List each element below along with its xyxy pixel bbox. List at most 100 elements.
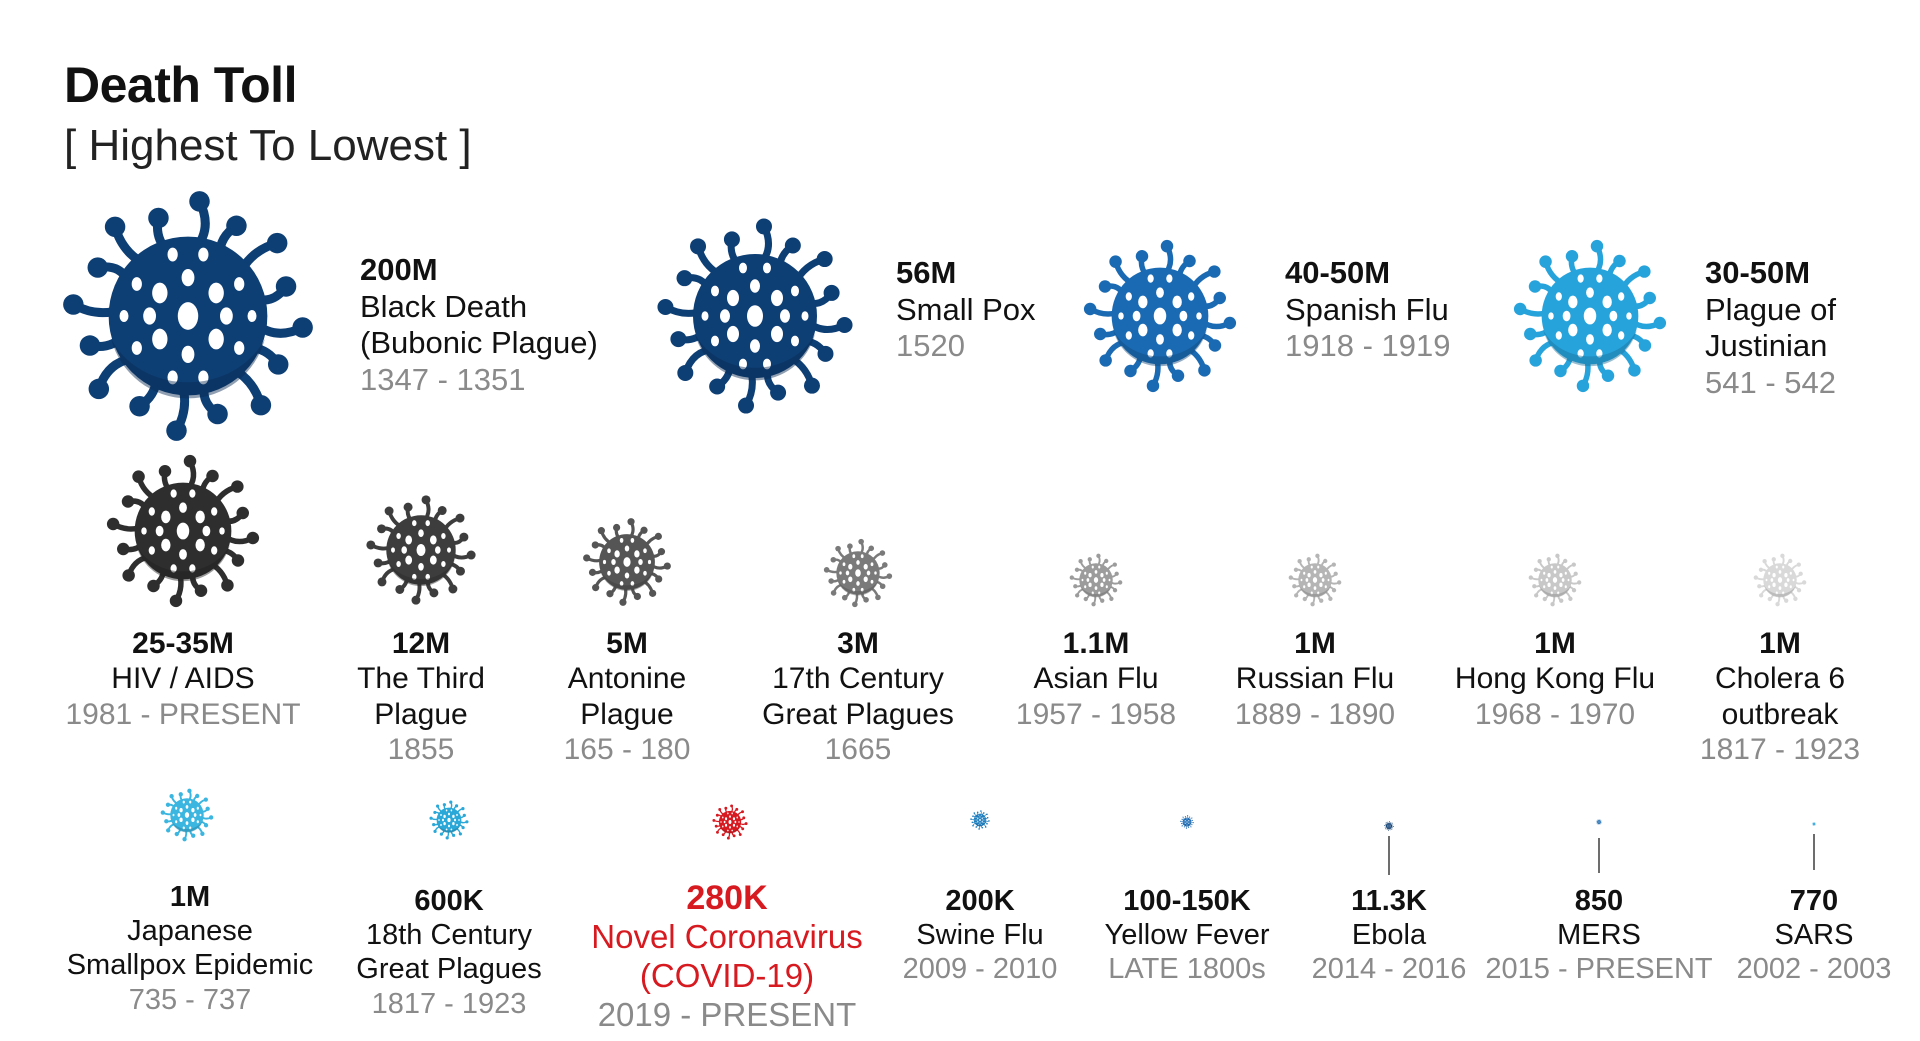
death-toll-value: 5M — [606, 627, 648, 660]
epidemic-label: 1M Japanese Smallpox Epidemic 735 - 737 — [67, 880, 314, 1017]
epidemic-label: 1.1M Asian Flu 1957 - 1958 — [1016, 626, 1176, 732]
virus-icon — [1069, 553, 1123, 607]
virus-icon — [160, 788, 214, 842]
epidemic-dates: 1968 - 1970 — [1474, 697, 1636, 731]
epidemic-dates: 2009 - 2010 — [902, 953, 1058, 986]
epidemic-name: Plague of — [1705, 291, 1836, 327]
death-toll-value: 1M — [169, 881, 211, 913]
virus-icon — [63, 191, 313, 441]
death-toll-value: 1M — [1294, 627, 1336, 660]
epidemic-label: 200M Black Death (Bubonic Plague) 1347 - 13… — [360, 252, 598, 398]
epidemic-label: 1M Cholera 6 outbreak 1817 - 1923 — [1700, 626, 1860, 768]
epidemic-name: Novel Coronavirus — [591, 918, 863, 956]
epidemic-dates: 2015 - PRESENT — [1485, 953, 1713, 986]
death-toll-value: 56M — [896, 255, 957, 290]
epidemic-label: 30-50M Plague of Justinian 541 - 542 — [1705, 255, 1836, 401]
death-toll-value: 30-50M — [1705, 255, 1811, 290]
leader-line — [1598, 838, 1600, 873]
death-toll-value: 770 — [1789, 885, 1839, 917]
epidemic-dates: 1889 - 1890 — [1234, 697, 1396, 731]
epidemic-dates: 1918 - 1919 — [1285, 328, 1451, 364]
epidemic-name: (COVID-19) — [639, 957, 815, 995]
epidemic-name: Plague — [374, 697, 468, 731]
virus-icon — [712, 804, 748, 840]
epidemic-name: Antonine — [567, 662, 687, 696]
epidemic-name: Yellow Fever — [1104, 919, 1270, 952]
epidemic-name: Smallpox Epidemic — [66, 949, 314, 982]
epidemic-dates: 2019 - PRESENT — [597, 995, 857, 1033]
epidemic-dates: 1817 - 1923 — [1699, 733, 1861, 767]
epidemic-name: Hong Kong Flu — [1454, 662, 1656, 696]
virus-icon — [106, 454, 260, 608]
epidemic-dates: 2014 - 2016 — [1311, 953, 1467, 986]
death-toll-value: 280K — [686, 879, 768, 917]
epidemic-label: 11.3K Ebola 2014 - 2016 — [1312, 884, 1467, 987]
virus-icon — [1180, 815, 1194, 829]
epidemic-dates: 165 - 180 — [563, 733, 691, 767]
epidemic-name: Cholera 6 — [1714, 662, 1846, 696]
virus-icon — [1596, 819, 1602, 825]
epidemic-name: Spanish Flu — [1285, 291, 1449, 327]
death-toll-value: 12M — [391, 627, 451, 660]
virus-icon — [429, 800, 469, 840]
virus-icon — [1384, 821, 1394, 831]
death-toll-value: 1.1M — [1062, 627, 1130, 660]
virus-icon — [970, 810, 990, 830]
death-toll-value: 200K — [945, 885, 1015, 917]
epidemic-label: 280K Novel Coronavirus (COVID-19) 2019 - PR… — [591, 878, 862, 1035]
virus-icon — [657, 218, 853, 414]
death-toll-value: 850 — [1574, 885, 1624, 917]
epidemic-dates: 735 - 737 — [128, 983, 252, 1016]
epidemic-name: 18th Century — [365, 919, 533, 952]
epidemic-dates: 541 - 542 — [1705, 364, 1836, 400]
epidemic-label: 40-50M Spanish Flu 1918 - 1919 — [1285, 255, 1450, 365]
epidemic-name: Great Plagues — [356, 953, 542, 986]
epidemic-dates: LATE 1800s — [1108, 953, 1266, 986]
virus-icon — [1513, 239, 1667, 393]
death-toll-value: 200M — [360, 252, 438, 287]
epidemic-label: 12M The Third Plague 1855 — [357, 626, 485, 768]
leader-line — [1813, 834, 1815, 870]
epidemic-label: 100-150K Yellow Fever LATE 1800s — [1105, 884, 1270, 987]
virus-icon — [1812, 822, 1816, 826]
epidemic-dates: 1817 - 1923 — [371, 987, 527, 1020]
epidemic-dates: 1981 - PRESENT — [65, 697, 301, 731]
epidemic-dates: 1855 — [387, 733, 455, 767]
epidemic-name: Japanese — [127, 915, 253, 948]
epidemic-name: Plague — [580, 697, 674, 731]
leader-line — [1388, 836, 1390, 875]
epidemic-name: HIV / AIDS — [111, 662, 255, 696]
epidemic-name: The Third — [357, 662, 485, 696]
epidemic-label: 56M Small Pox 1520 — [896, 255, 1036, 365]
epidemic-name: Ebola — [1351, 919, 1427, 952]
epidemic-label: 1M Hong Kong Flu 1968 - 1970 — [1455, 626, 1655, 732]
epidemic-dates: 1347 - 1351 — [360, 361, 526, 397]
epidemic-label: 3M 17th Century Great Plagues 1665 — [762, 626, 954, 768]
death-toll-value: 1M — [1759, 627, 1801, 660]
epidemic-dates: 1957 - 1958 — [1015, 697, 1177, 731]
death-toll-value: 11.3K — [1351, 885, 1427, 917]
epidemic-label: 200K Swine Flu 2009 - 2010 — [903, 884, 1058, 987]
epidemic-label: 25-35M HIV / AIDS 1981 - PRESENT — [65, 626, 300, 732]
death-toll-value: 600K — [414, 885, 484, 917]
page-title: Death Toll — [64, 57, 297, 113]
epidemic-dates: 1665 — [824, 733, 892, 767]
epidemic-label: 770 SARS 2002 - 2003 — [1737, 884, 1892, 987]
virus-icon — [1753, 553, 1807, 607]
epidemic-label: 1M Russian Flu 1889 - 1890 — [1235, 626, 1395, 732]
death-toll-value: 3M — [837, 627, 879, 660]
virus-icon — [1288, 553, 1342, 607]
epidemic-label: 850 MERS 2015 - PRESENT — [1485, 884, 1712, 987]
virus-icon — [583, 518, 671, 606]
epidemic-name: SARS — [1774, 919, 1854, 952]
epidemic-dates: 1520 — [896, 328, 965, 364]
epidemic-name: Justinian — [1705, 328, 1828, 364]
death-toll-value: 40-50M — [1285, 255, 1391, 290]
page-subtitle: [ Highest To Lowest ] — [64, 121, 472, 170]
epidemic-name: Great Plagues — [762, 697, 954, 731]
epidemic-name: 17th Century — [772, 662, 944, 696]
epidemic-name: MERS — [1557, 919, 1641, 952]
death-toll-value: 100-150K — [1123, 885, 1251, 917]
virus-icon — [366, 495, 476, 605]
